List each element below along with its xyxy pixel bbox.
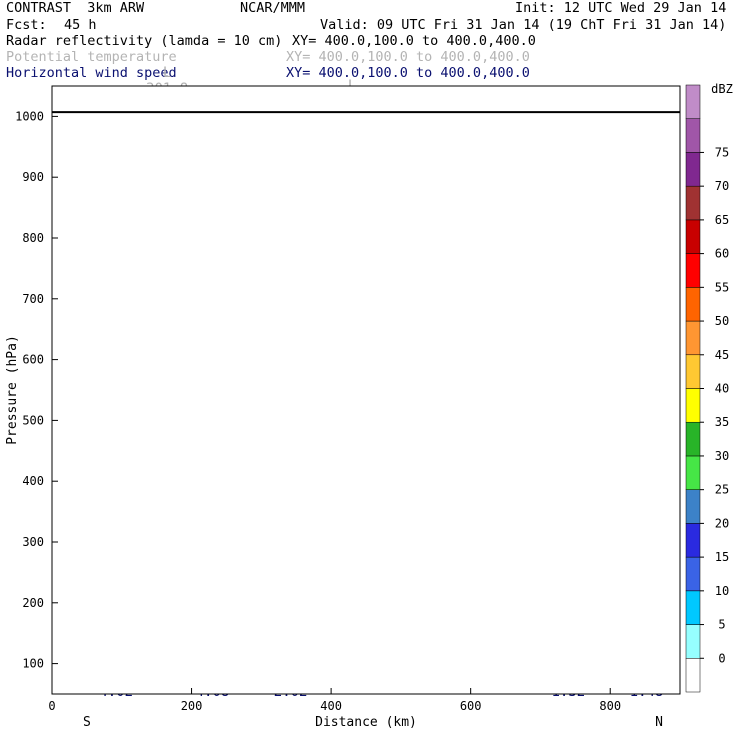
- y-tick-label: 400: [22, 474, 44, 488]
- colorbar-tick-label: 45: [715, 348, 729, 362]
- colorbar-tick-label: 0: [718, 651, 725, 665]
- colorbar-segment: [685, 152, 701, 187]
- colorbar-tick-label: 60: [715, 247, 729, 261]
- forecast-hour: 45 h: [64, 17, 97, 33]
- field-wind-name: Horizontal wind speed: [6, 65, 177, 81]
- y-tick-label: 600: [22, 353, 44, 367]
- colorbar-tick-label: 5: [718, 618, 725, 632]
- x-tick-label: 800: [599, 699, 621, 713]
- colorbar-segment: [685, 287, 701, 322]
- theta-min-marker: L: [163, 65, 171, 81]
- colorbar-segment: [685, 421, 701, 457]
- x-endpoint-south: S: [83, 715, 91, 730]
- colorbar-segment: [685, 84, 701, 119]
- colorbar-segment: [685, 253, 701, 288]
- field-theta-name: Potential temperature: [6, 49, 177, 65]
- field-wind-xy: XY= 400.0,100.0 to 400.0,400.0: [286, 65, 530, 81]
- colorbar-segment: [685, 489, 701, 524]
- colorbar-tick-label: 30: [715, 449, 729, 463]
- colorbar-segment: [685, 388, 701, 423]
- y-tick-label: 900: [22, 170, 44, 184]
- plot-frame: [51, 85, 681, 695]
- colorbar-segment: [685, 455, 701, 490]
- colorbar-tick-label: 35: [715, 415, 729, 429]
- y-tick-label: 800: [22, 231, 44, 245]
- colorbar-segment: [685, 523, 701, 558]
- colorbar-segment: [685, 219, 701, 254]
- colorbar-segment: [685, 118, 701, 153]
- y-axis-label: Pressure (hPa): [5, 335, 20, 445]
- colorbar-tick-label: 15: [715, 550, 729, 564]
- x-endpoint-north: N: [655, 715, 663, 730]
- y-tick-label: 200: [22, 596, 44, 610]
- y-tick-label: 700: [22, 292, 44, 306]
- organization-label: NCAR/MMM: [240, 0, 306, 16]
- axes: 100 200 300 400 500 600 700 800 900 1000 0 200 400 60…: [5, 85, 681, 730]
- colorbar-tick-label: 50: [715, 314, 729, 328]
- colorbar-segment: [685, 624, 701, 659]
- colorbar-tick-label: 75: [715, 145, 729, 159]
- init-time: Init: 12 UTC Wed 29 Jan 14: [515, 0, 727, 16]
- plot-area: [52, 86, 680, 694]
- x-tick-label: 400: [320, 699, 342, 713]
- colorbar-segment: [685, 590, 701, 625]
- colorbar-segment: [685, 658, 701, 693]
- model-title: CONTRAST 3km ARW: [6, 0, 145, 16]
- y-tick-label: 300: [22, 535, 44, 549]
- colorbar-unit: dBZ: [711, 82, 733, 96]
- colorbar-tick-label: 20: [715, 516, 729, 530]
- colorbar-tick-label: 70: [715, 179, 729, 193]
- y-tick-label: 500: [22, 413, 44, 427]
- x-tick-label: 600: [460, 699, 482, 713]
- colorbar-tick-label: 40: [715, 382, 729, 396]
- x-axis-label: Distance (km): [315, 715, 417, 730]
- valid-time: Valid: 09 UTC Fri 31 Jan 14 (19 ChT Fri …: [320, 17, 727, 33]
- colorbar-tick-label: 65: [715, 213, 729, 227]
- colorbar-segment: [685, 354, 701, 389]
- field-reflectivity-name: Radar reflectivity (lamda = 10 cm): [6, 33, 283, 49]
- forecast-label: Fcst:: [6, 17, 47, 33]
- colorbar-tick-label: 55: [715, 280, 729, 294]
- colorbar-segment: [685, 320, 701, 356]
- field-reflectivity-xy: XY= 400.0,100.0 to 400.0,400.0: [292, 33, 536, 49]
- y-tick-label: 1000: [15, 109, 44, 123]
- colorbar: 0 5 10 15 20 25 30 35 40 45 50 55 60 65 70 75 dBZ: [685, 82, 733, 693]
- colorbar-tick-label: 25: [715, 483, 729, 497]
- colorbar-segment: [685, 556, 701, 592]
- colorbar-tick-label: 10: [715, 584, 729, 598]
- x-tick-label: 200: [181, 699, 203, 713]
- colorbar-segment: [685, 185, 701, 221]
- field-theta-xy: XY= 400.0,100.0 to 400.0,400.0: [286, 49, 530, 65]
- y-tick-label: 100: [22, 657, 44, 671]
- x-tick-label: 0: [48, 699, 55, 713]
